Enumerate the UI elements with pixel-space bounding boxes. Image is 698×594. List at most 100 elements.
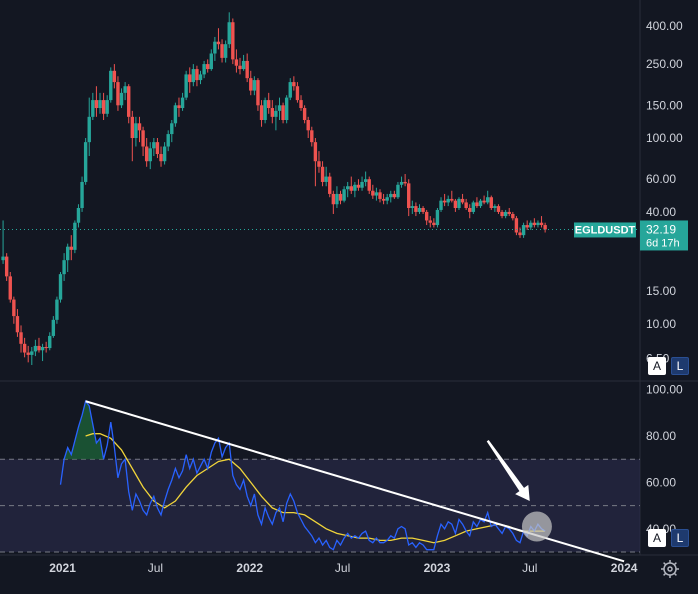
candle [468,204,472,219]
candle-body [371,190,375,196]
candle [76,204,81,228]
price-tick-label: 40.00 [646,205,676,219]
candle [485,190,490,205]
candle [281,102,285,124]
candle-body [1,256,5,261]
candle-body [191,69,196,83]
candle [195,65,199,87]
candle [399,176,404,188]
candle-body [101,100,106,114]
candle [109,67,113,103]
candle [198,70,203,85]
candle-body [119,92,124,106]
candle-body [209,53,213,70]
candle [496,204,501,214]
candle [119,88,124,109]
candle-body [148,148,152,162]
candle [30,346,34,365]
candle [514,216,519,236]
auto-scale-button-osc[interactable]: A [648,529,666,547]
candle [152,138,156,157]
candle [493,204,497,212]
candle [252,76,257,96]
candle [471,200,476,214]
candle-body [450,198,454,201]
candle-body [536,222,540,226]
candle [284,95,289,124]
candle [450,190,454,203]
candle [65,243,70,272]
candle-body [493,206,497,208]
candle-body [500,211,504,217]
candle-body [489,197,493,208]
candle-body [403,181,407,184]
time-tick-label: Jul [522,561,537,575]
auto-scale-button-main[interactable]: A [648,357,666,375]
candle-body [532,222,537,226]
candle [335,186,339,208]
candle-body [116,82,120,106]
candle [389,190,393,203]
candle-body [213,41,217,54]
candle [220,39,224,63]
candle [58,271,63,303]
candle [256,78,260,111]
candle-body [58,274,63,300]
candle [15,309,20,337]
candle-body [345,186,350,190]
gear-icon[interactable] [659,558,681,580]
oscillator-tick-label: 100.00 [646,383,683,397]
price-tick-label: 150.00 [646,98,683,112]
candle [83,138,88,185]
price-tick-label: 60.00 [646,172,676,186]
candle [475,197,479,208]
price-tick-label: 10.00 [646,317,676,331]
oscillator-main-line [59,399,546,551]
candle-body [511,213,515,219]
candle [500,209,504,219]
candle [263,97,267,124]
candle-body [159,154,163,162]
candle-body [439,200,443,210]
candle [345,181,350,198]
candle-body [173,105,178,124]
candle [302,105,307,124]
candle [310,126,314,147]
candle [292,76,296,91]
candle [144,138,149,167]
candle [249,70,253,96]
candle-body [446,198,450,203]
candle-body [453,200,458,208]
candle-body [137,123,142,131]
candle-body [40,346,45,351]
candle [173,102,178,127]
candle [460,193,465,205]
candle-body [177,105,181,109]
candle-body [48,335,52,349]
candle [543,222,547,233]
axis-layer: 400.00 250.00 150.00 100.00 60.00 40.00 15.00 1… [49,19,683,575]
candle-body [385,197,389,201]
candle [381,193,386,205]
candle-body [62,260,66,275]
candle [385,193,389,205]
candle-body [91,100,95,117]
log-scale-button-osc[interactable]: L [671,529,689,547]
candle-body [295,86,300,101]
candle [180,92,185,111]
candle [299,95,303,111]
candle-body [109,70,113,101]
candle-body [170,123,174,135]
candle-body [399,181,404,185]
candle [105,95,109,117]
time-tick-label: 2022 [236,561,263,575]
symbol-label: EGLDUSDT [575,224,636,236]
candle [428,216,432,228]
candle-body [155,142,160,155]
candle-body [267,100,271,109]
candle [320,161,325,187]
log-scale-button-main[interactable]: L [671,357,689,375]
candle-body [166,134,170,147]
candle [91,92,95,121]
